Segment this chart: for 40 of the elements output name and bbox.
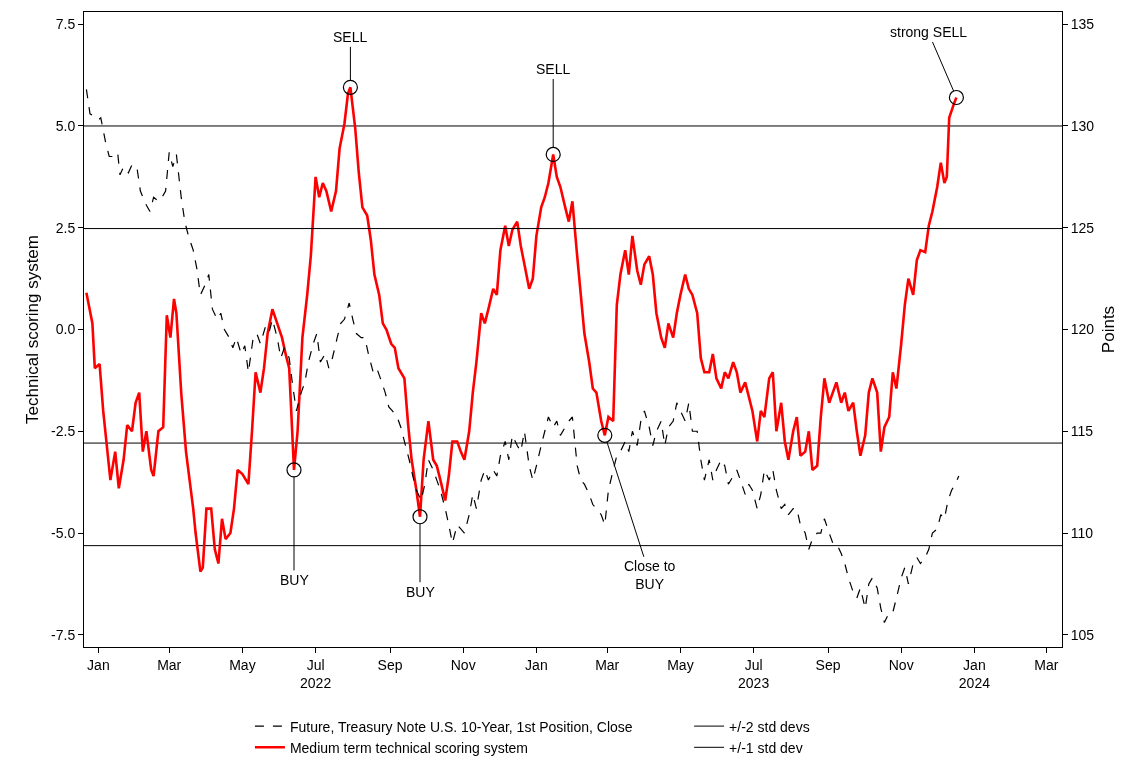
y2-tick-label: 130 — [1070, 117, 1095, 134]
y2-axis-title: Points — [1098, 305, 1118, 354]
annotation: strong SELL — [890, 24, 968, 40]
annotation: SELL — [536, 61, 571, 77]
y-tick-label: -7.5 — [51, 626, 76, 643]
y2-tick-label: 135 — [1070, 16, 1095, 33]
legend-label: Medium term technical scoring system — [289, 739, 528, 756]
x-tick-label: Sep — [815, 656, 841, 673]
x-tick-label: May — [667, 656, 694, 673]
x-tick-label: Jan 2024 — [958, 656, 991, 691]
y2-tick-label: 105 — [1070, 626, 1095, 643]
y-tick-label: -2.5 — [51, 423, 76, 440]
y-tick-label: 2.5 — [55, 219, 76, 236]
legend-label: +/-1 std dev — [729, 739, 803, 756]
x-tick-label: Jul 2022 — [300, 656, 332, 691]
x-tick-label: Mar — [157, 656, 182, 673]
x-tick-label: Jan — [87, 656, 110, 673]
y-tick-label: 5.0 — [55, 117, 76, 134]
legend-label: Future, Treasury Note U.S. 10-Year, 1st Position, Close — [289, 718, 633, 735]
x-tick-label: Mar — [595, 656, 620, 673]
x-tick-label: Sep — [377, 656, 403, 673]
y2-tick-label: 115 — [1070, 423, 1094, 440]
y2-tick-label: 125 — [1070, 219, 1095, 236]
annotation: BUY — [280, 572, 310, 588]
annotation: BUY — [406, 584, 436, 600]
x-tick-label: Nov — [450, 656, 476, 673]
y-tick-label: -5.0 — [51, 524, 76, 541]
x-tick-label: May — [229, 656, 256, 673]
annotation: Close to BUY — [624, 558, 676, 593]
y2-tick-label: 110 — [1070, 524, 1094, 541]
y-axis-title: Technical scoring system — [22, 235, 42, 424]
y-tick-label: 7.5 — [55, 16, 76, 33]
x-tick-label: Nov — [888, 656, 914, 673]
x-tick-label: Jan — [525, 656, 548, 673]
legend-label: +/-2 std devs — [729, 718, 810, 735]
y-tick-label: 0.0 — [55, 321, 76, 338]
x-tick-label: Jul 2023 — [738, 656, 770, 691]
y2-tick-label: 120 — [1070, 321, 1095, 338]
x-tick-label: Mar — [1034, 656, 1059, 673]
annotation: SELL — [333, 29, 368, 45]
